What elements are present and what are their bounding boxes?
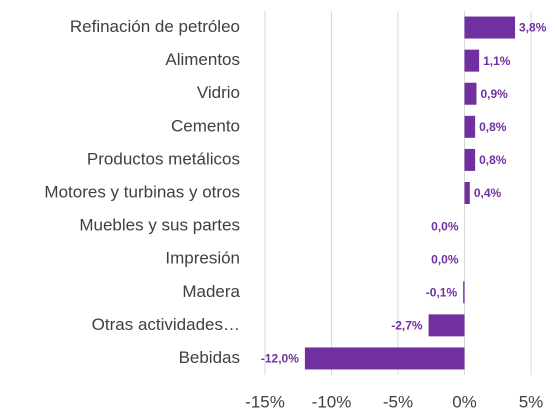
x-tick-label: 0% [452,392,477,410]
bar [304,347,465,370]
x-tick-label: -5% [383,392,413,410]
category-label: Otras actividades… [92,315,240,334]
category-label: Alimentos [165,50,240,69]
bar [464,182,470,204]
category-label: Vidrio [197,83,240,102]
category-label: Motores y turbinas y otros [44,182,240,201]
category-label: Bebidas [179,348,240,367]
value-label: 0,0% [431,219,459,233]
value-label: -0,1% [426,285,458,299]
value-label: 3,8% [519,21,547,35]
bar [464,148,476,171]
x-tick-label: -10% [312,392,352,410]
x-tick-label: -15% [245,392,285,410]
value-label: 0,9% [480,87,508,101]
x-tick-label: 5% [519,392,544,410]
value-label: 0,8% [479,120,507,134]
value-label: -12,0% [261,352,299,366]
category-label: Productos metálicos [87,149,240,168]
value-label: 1,1% [483,54,511,68]
category-label: Impresión [165,249,240,268]
bar [463,281,465,304]
bar [464,49,480,72]
category-label: Madera [182,282,240,301]
value-label: 0,8% [479,153,507,167]
category-label: Cemento [171,116,240,135]
category-label: Refinación de petróleo [70,17,240,36]
bar [464,16,516,39]
value-label: -2,7% [391,319,423,333]
value-label: 0,0% [431,252,459,266]
value-label: 0,4% [474,186,502,200]
bar [464,115,476,138]
category-label: Muebles y sus partes [79,216,240,235]
bar [428,314,465,337]
bar [464,82,477,105]
